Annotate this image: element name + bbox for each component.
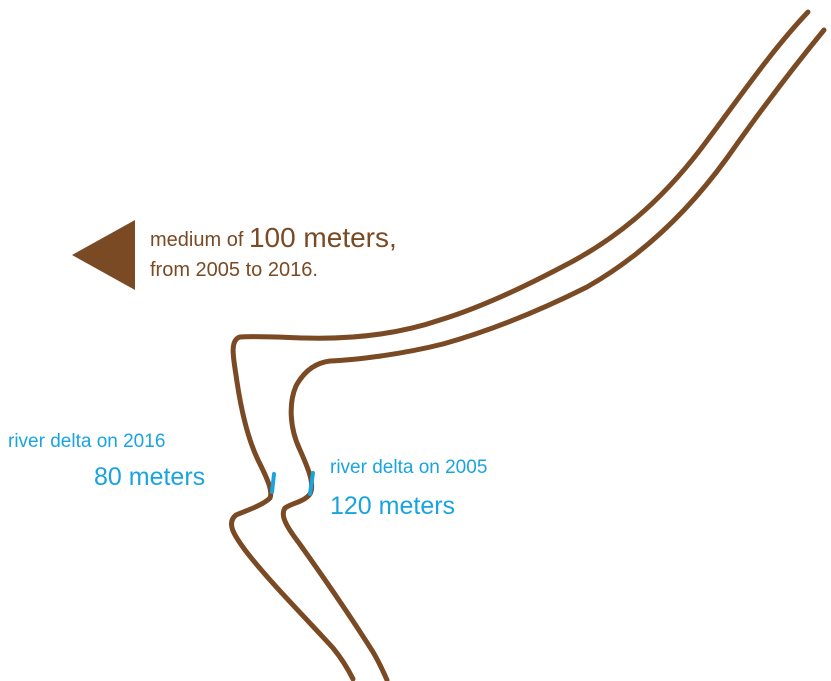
delta-2005-value: 120 meters [330,492,456,520]
left-triangle-arrow-icon [72,220,135,290]
delta-2016-marker [270,472,276,494]
delta-2005-title: river delta on 2005 [330,457,488,478]
river-left-bank [229,9,811,681]
summary-annotation: medium of 100 meters, [150,224,397,252]
summary-amount: 100 meters, [248,222,397,253]
delta-2016-value: 80 meters [94,463,206,491]
summary-prefix: medium of [150,229,249,251]
delta-2016-title: river delta on 2016 [8,431,166,452]
delta-2005-marker [308,471,315,496]
summary-period: from 2005 to 2016. [150,259,318,281]
river-right-bank [280,27,827,681]
